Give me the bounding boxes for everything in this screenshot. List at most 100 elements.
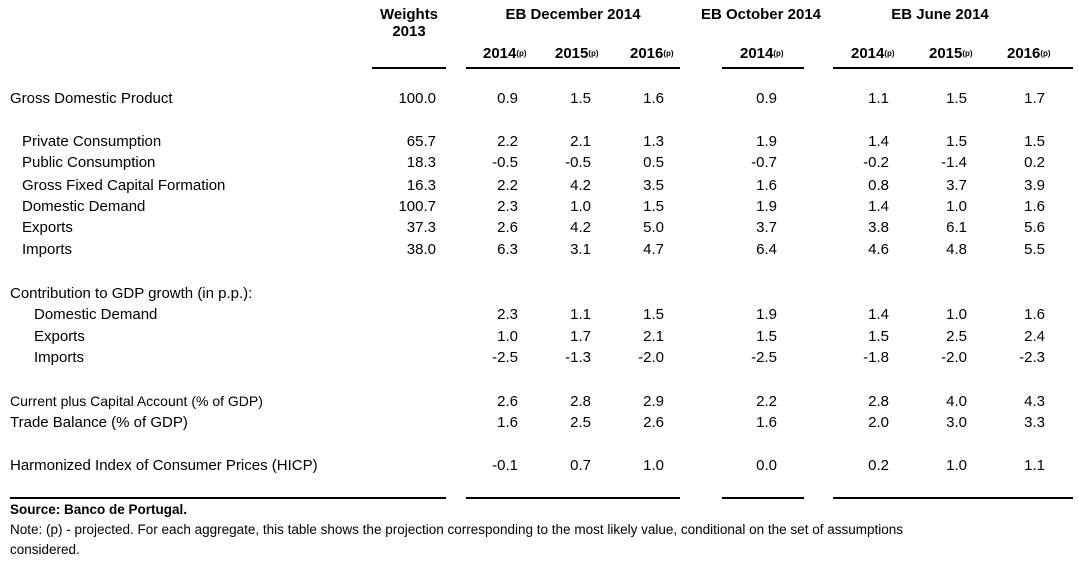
row-label: Contribution to GDP growth (in p.p.): [10, 285, 253, 302]
value-cell: 2.1 [570, 133, 591, 150]
value-cell: 1.4 [868, 198, 889, 215]
value-cell: -2.0 [941, 349, 967, 366]
weight-cell: 65.7 [406, 133, 436, 150]
weight-cell: 18.3 [406, 154, 436, 171]
value-cell: 2.5 [570, 414, 591, 431]
value-cell: 2.3 [497, 198, 518, 215]
year-label: 2016 [1007, 45, 1041, 62]
value-cell: -0.5 [492, 154, 518, 171]
value-cell: 1.6 [756, 414, 777, 431]
projection-mark: (p) [588, 49, 599, 58]
row-label: Domestic Demand [22, 198, 146, 215]
value-cell: 2.2 [497, 133, 518, 150]
year-header: 2014(p) [851, 45, 895, 62]
value-cell: 1.6 [497, 414, 518, 431]
value-cell: 4.0 [946, 393, 967, 410]
row-label: Exports [22, 219, 73, 236]
row-label: Private Consumption [22, 133, 162, 150]
value-cell: 1.9 [756, 306, 777, 323]
value-cell: 3.9 [1024, 177, 1045, 194]
value-cell: -0.5 [565, 154, 591, 171]
value-cell: -2.5 [492, 349, 518, 366]
value-cell: 2.4 [1024, 328, 1045, 345]
note-line-2: considered. [10, 542, 80, 557]
value-cell: 2.8 [868, 393, 889, 410]
value-cell: 2.0 [868, 414, 889, 431]
value-cell: 2.3 [497, 306, 518, 323]
row-label: Trade Balance (% of GDP) [10, 414, 188, 431]
row-label: Current plus Capital Account (% of GDP) [10, 393, 263, 409]
value-cell: 1.0 [946, 457, 967, 474]
value-cell: -2.0 [638, 349, 664, 366]
value-cell: 0.9 [756, 90, 777, 107]
value-cell: 0.5 [643, 154, 664, 171]
projection-mark: (p) [663, 49, 674, 58]
value-cell: 2.2 [756, 393, 777, 410]
eb-october-header: EB October 2014 [700, 6, 822, 23]
value-cell: 1.6 [643, 90, 664, 107]
value-cell: 1.0 [643, 457, 664, 474]
value-cell: 1.1 [570, 306, 591, 323]
row-label: Domestic Demand [34, 306, 158, 323]
year-header: 2014(p) [483, 45, 527, 62]
row-label: Gross Fixed Capital Formation [22, 177, 226, 194]
header-rule-december [466, 67, 680, 69]
note-line-1: Note: (p) - projected. For each aggregat… [10, 522, 903, 537]
value-cell: 2.6 [497, 219, 518, 236]
footer-rule-june [833, 497, 1073, 499]
value-cell: 6.4 [756, 241, 777, 258]
eb-june-header: EB June 2014 [891, 6, 989, 23]
row-label: Exports [34, 328, 85, 345]
value-cell: -2.3 [1019, 349, 1045, 366]
value-cell: 1.5 [868, 328, 889, 345]
footer-rule-december [466, 497, 680, 499]
value-cell: 2.1 [643, 328, 664, 345]
value-cell: 1.0 [497, 328, 518, 345]
row-label: Harmonized Index of Consumer Prices (HIC… [10, 457, 318, 474]
year-header: 2015(p) [929, 45, 973, 62]
value-cell: 1.1 [1024, 457, 1045, 474]
value-cell: 0.2 [868, 457, 889, 474]
value-cell: 3.5 [643, 177, 664, 194]
value-cell: 1.7 [570, 328, 591, 345]
value-cell: 4.6 [868, 241, 889, 258]
value-cell: 1.4 [868, 306, 889, 323]
value-cell: 6.1 [946, 219, 967, 236]
value-cell: 1.6 [756, 177, 777, 194]
value-cell: 1.1 [868, 90, 889, 107]
row-label: Imports [34, 349, 85, 366]
value-cell: 4.3 [1024, 393, 1045, 410]
value-cell: 3.0 [946, 414, 967, 431]
value-cell: 2.6 [643, 414, 664, 431]
eb-december-header: EB December 2014 [505, 6, 641, 23]
value-cell: -0.2 [863, 154, 889, 171]
value-cell: 0.9 [497, 90, 518, 107]
row-label: Imports [22, 241, 73, 258]
projection-mark: (p) [773, 49, 784, 58]
projection-mark: (p) [884, 49, 895, 58]
footer-rule-left [10, 497, 446, 499]
value-cell: 2.5 [946, 328, 967, 345]
weight-cell: 16.3 [406, 177, 436, 194]
value-cell: 1.0 [946, 198, 967, 215]
source-text: Source: Banco de Portugal. [10, 502, 188, 517]
value-cell: 3.1 [570, 241, 591, 258]
projection-mark: (p) [1040, 49, 1051, 58]
year-label: 2015 [929, 45, 963, 62]
weight-cell: 100.7 [398, 198, 436, 215]
year-label: 2014 [740, 45, 774, 62]
weight-cell: 100.0 [398, 90, 436, 107]
value-cell: 1.0 [570, 198, 591, 215]
value-cell: 0.7 [570, 457, 591, 474]
value-cell: 5.0 [643, 219, 664, 236]
value-cell: 1.5 [756, 328, 777, 345]
weights-label: Weights [379, 6, 439, 23]
year-header: 2015(p) [555, 45, 599, 62]
value-cell: 1.9 [756, 198, 777, 215]
weights-year: 2013 [392, 23, 426, 40]
value-cell: 3.8 [868, 219, 889, 236]
header-rule-weights [372, 67, 446, 69]
header-rule-june [833, 67, 1073, 69]
value-cell: 2.2 [497, 177, 518, 194]
value-cell: 5.5 [1024, 241, 1045, 258]
